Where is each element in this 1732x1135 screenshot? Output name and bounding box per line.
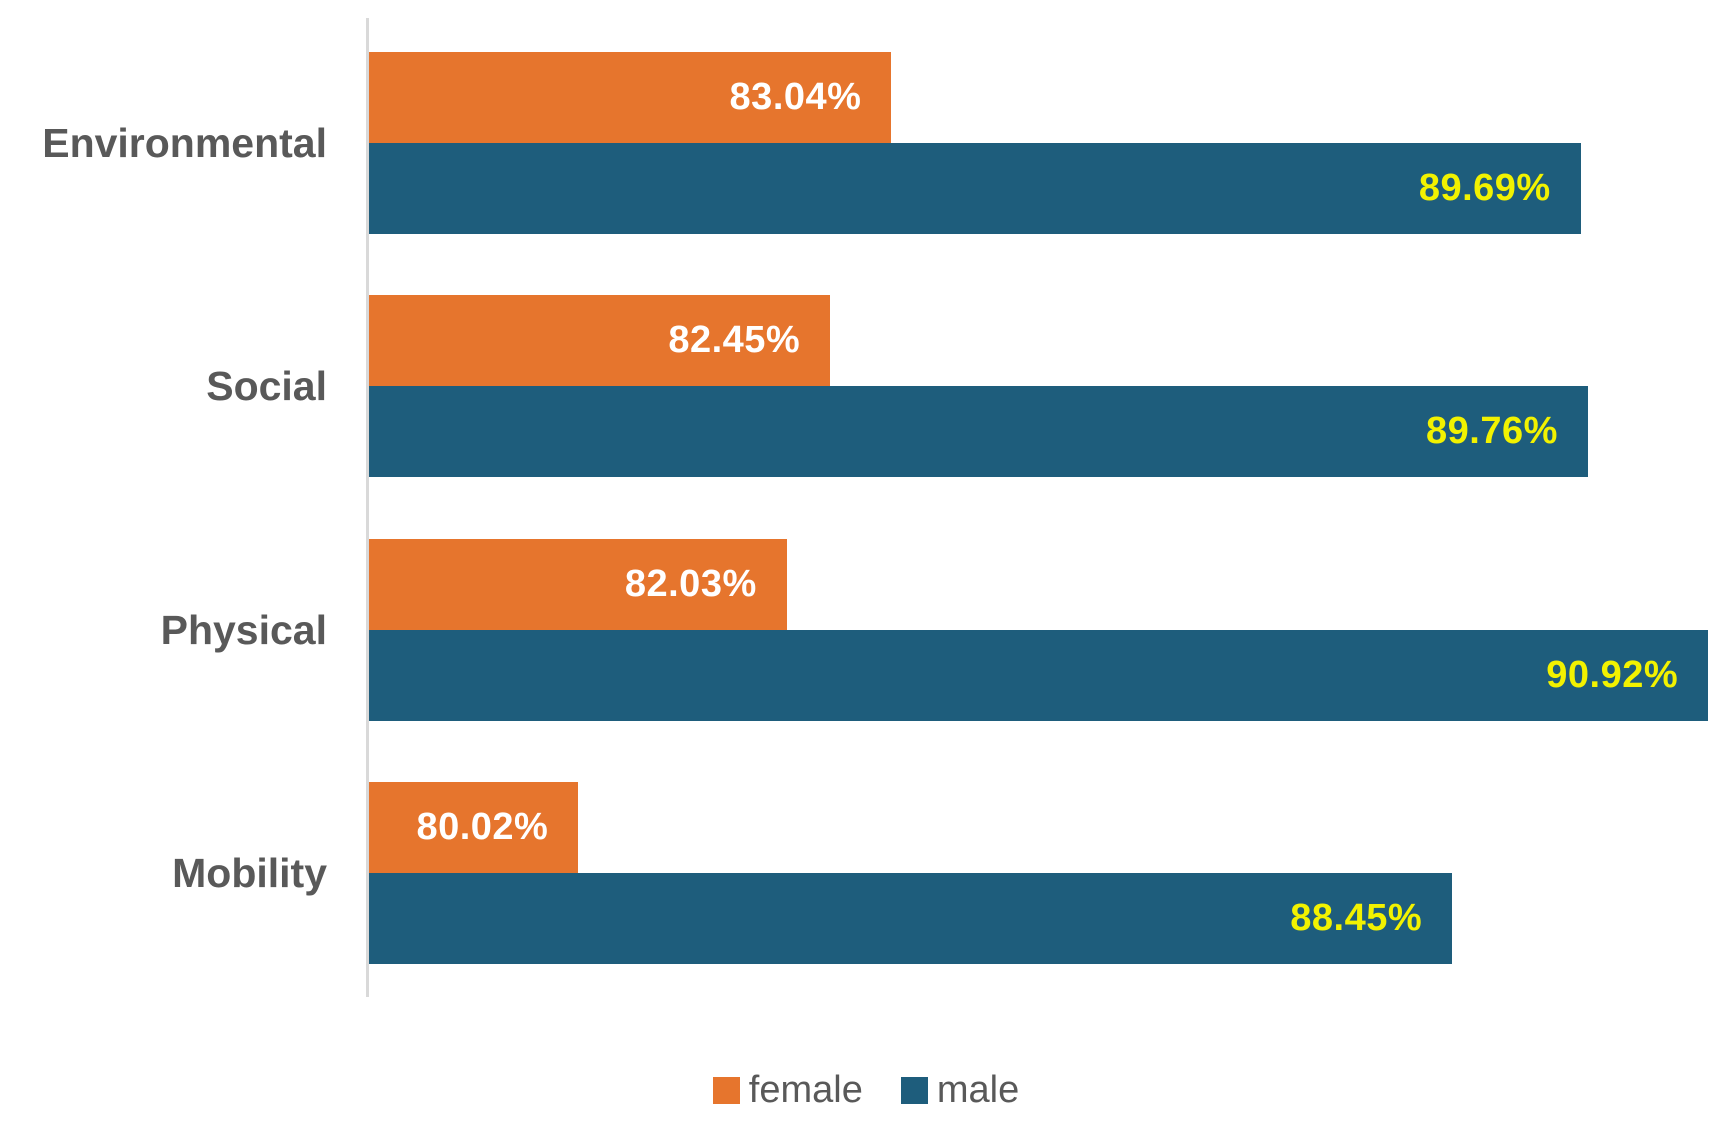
bar-value-label: 82.03% bbox=[624, 563, 757, 605]
bar-group-environmental: Environmental 83.04% 89.69% bbox=[42, 52, 1732, 234]
male-swatch-icon bbox=[900, 1076, 928, 1104]
bar-environmental-female: 83.04% bbox=[369, 52, 892, 143]
bar-social-female: 82.45% bbox=[369, 295, 831, 386]
legend-item-female: female bbox=[712, 1068, 863, 1112]
bar-value-label: 88.45% bbox=[1290, 897, 1423, 939]
bar-value-label: 89.69% bbox=[1418, 167, 1551, 209]
bar-value-label: 80.02% bbox=[416, 806, 549, 848]
bar-value-label: 90.92% bbox=[1546, 654, 1679, 696]
bar-group-physical: Physical 82.03% 90.92% bbox=[161, 539, 1732, 721]
legend-label-female: female bbox=[748, 1068, 863, 1111]
bar-value-label: 82.45% bbox=[668, 319, 801, 361]
bar-social-male: 89.76% bbox=[369, 386, 1588, 477]
bar-mobility-male: 88.45% bbox=[369, 873, 1453, 964]
bar-group-social: Social 82.45% 89.76% bbox=[206, 295, 1732, 477]
legend: female male bbox=[0, 1068, 1732, 1112]
category-label-social: Social bbox=[206, 362, 327, 409]
bar-value-label: 89.76% bbox=[1426, 410, 1558, 452]
category-label-mobility: Mobility bbox=[172, 849, 327, 896]
legend-label-male: male bbox=[936, 1068, 1020, 1111]
bar-environmental-male: 89.69% bbox=[369, 143, 1581, 234]
bar-group-mobility: Mobility 80.02% 88.45% bbox=[172, 782, 1732, 964]
category-label-physical: Physical bbox=[160, 606, 327, 653]
female-swatch-icon bbox=[712, 1076, 740, 1104]
bar-physical-male: 90.92% bbox=[369, 630, 1709, 721]
bar-mobility-female: 80.02% bbox=[369, 782, 579, 873]
legend-item-male: male bbox=[900, 1068, 1020, 1112]
category-axis-line bbox=[366, 18, 369, 997]
bar-value-label: 83.04% bbox=[729, 76, 862, 118]
bar-physical-female: 82.03% bbox=[369, 539, 787, 630]
category-label-environmental: Environmental bbox=[42, 119, 327, 166]
plot-area: Environmental 83.04% 89.69% Social 82.45… bbox=[42, 18, 1732, 997]
